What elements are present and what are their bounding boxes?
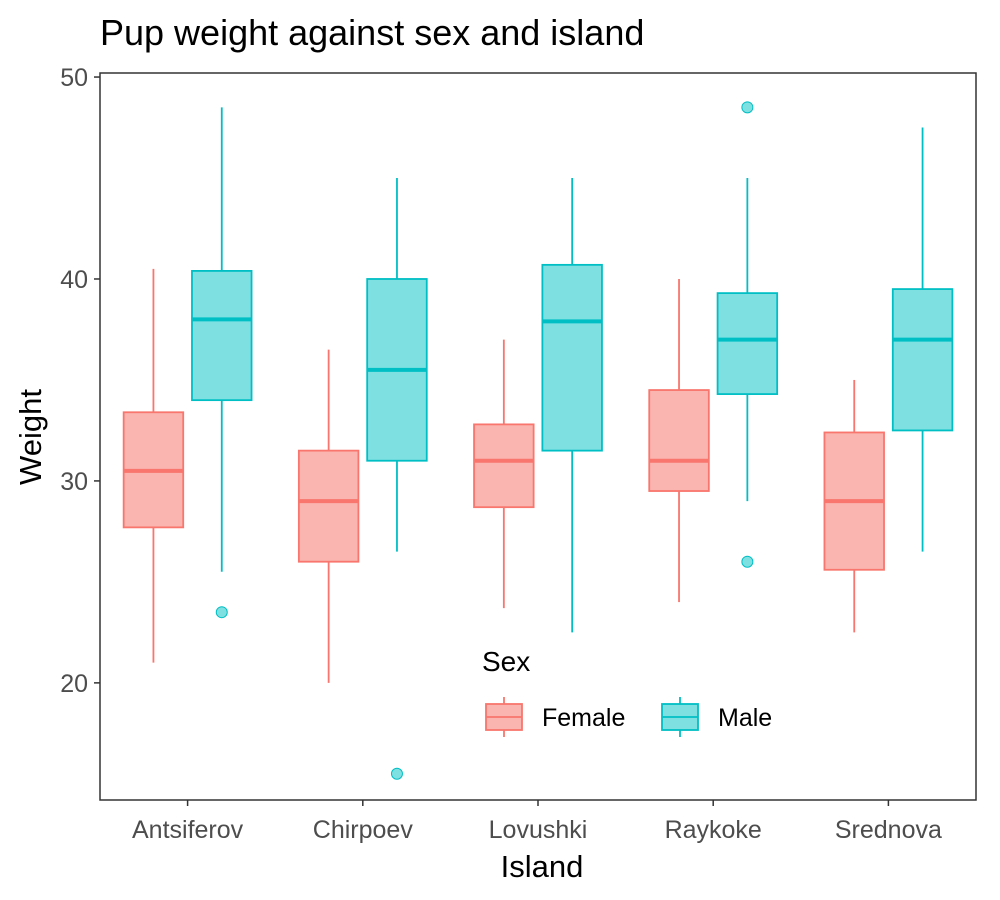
y-axis: 20 30 40 50 <box>60 64 100 698</box>
x-tick-label: Antsiferov <box>132 816 244 844</box>
legend-title: Sex <box>482 646 530 677</box>
x-tick-label: Srednova <box>835 816 942 844</box>
box-iqr <box>541 263 603 452</box>
box-iqr <box>716 292 779 395</box>
legend: Sex Female Male <box>482 646 772 737</box>
x-tick-label: Raykoke <box>665 816 762 844</box>
box-male-srednova <box>891 127 954 552</box>
box-iqr <box>648 389 710 492</box>
y-tick-label: 50 <box>60 64 88 92</box>
box-iqr <box>191 270 253 402</box>
box-female-chirpoev <box>297 349 360 683</box>
y-tick-label: 40 <box>60 266 88 294</box>
outlier-point <box>390 767 403 780</box>
x-axis-title: Island <box>501 849 584 884</box>
box-iqr <box>473 423 535 509</box>
chart-title: Pup weight against sex and island <box>100 12 645 53</box>
legend-key-male <box>661 697 699 737</box>
box-female-raykoke <box>648 278 710 603</box>
box-female-lovushki <box>473 339 535 609</box>
y-tick-label: 20 <box>60 670 88 698</box>
x-tick-label: Lovushki <box>489 816 588 844</box>
box-iqr <box>891 288 954 432</box>
outlier-point <box>741 555 754 568</box>
box-male-raykoke <box>716 101 779 568</box>
x-axis: Antsiferov Chirpoev Lovushki Raykoke Srednov… <box>132 800 942 844</box>
box-series <box>122 101 954 780</box>
box-male-antsiferov <box>191 107 253 619</box>
legend-key-female <box>485 697 523 737</box>
box-female-srednova <box>823 379 885 633</box>
outlier-point <box>215 606 228 619</box>
legend-label-female: Female <box>542 704 625 732</box>
outlier-point <box>741 101 754 114</box>
x-tick-label: Chirpoev <box>313 816 414 844</box>
box-iqr <box>297 449 360 563</box>
box-male-lovushki <box>541 178 603 633</box>
legend-label-male: Male <box>718 704 772 732</box>
y-tick-label: 30 <box>60 468 88 496</box>
y-axis-title: Weight <box>13 389 48 485</box>
box-female-antsiferov <box>122 268 185 663</box>
box-male-chirpoev <box>366 178 428 780</box>
